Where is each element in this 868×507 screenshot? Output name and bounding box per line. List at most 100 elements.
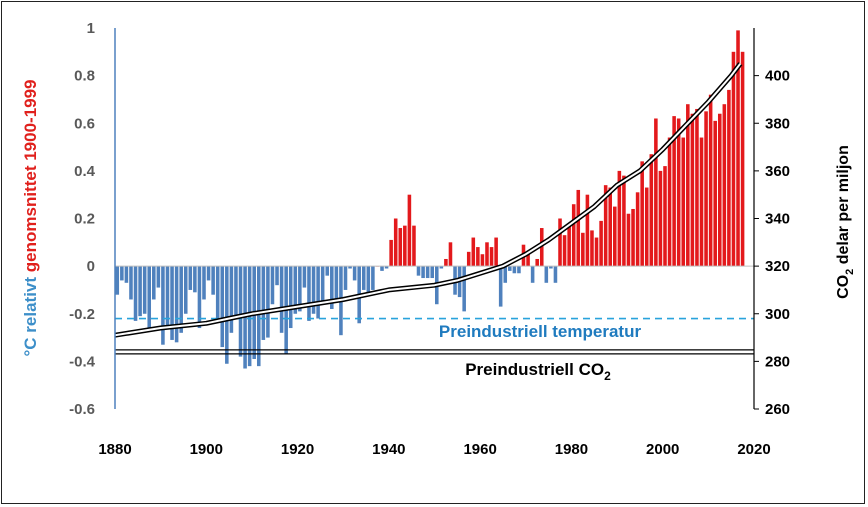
bar-1942 — [398, 228, 403, 267]
bar-1952 — [444, 258, 448, 267]
y-left-tick-0.6: 0.6 — [74, 115, 95, 132]
bar-1906 — [234, 266, 238, 319]
bar-1898 — [197, 266, 202, 329]
x-tick-1960: 1960 — [463, 441, 496, 458]
y-axis-right-label-subscript: 2 — [844, 269, 856, 275]
bar-1945 — [412, 225, 416, 267]
bar-1931 — [348, 266, 352, 269]
bar-1976 — [553, 266, 558, 283]
bar-1894 — [179, 266, 183, 333]
x-tick-1900: 1900 — [190, 441, 223, 458]
bar-2015 — [731, 51, 736, 267]
bar-1990 — [617, 170, 622, 267]
bar-1924 — [316, 266, 320, 319]
bar-2008 — [699, 137, 704, 267]
bar-1959 — [476, 247, 480, 267]
bar-2009 — [704, 111, 708, 267]
bar-1968 — [517, 266, 521, 274]
bar-2010 — [708, 94, 713, 267]
bar-1989 — [613, 206, 617, 267]
y-right-tick-260: 260 — [765, 401, 790, 418]
bar-1885 — [138, 266, 142, 317]
bar-1946 — [416, 266, 421, 276]
co2-line-group — [114, 62, 743, 338]
bar-1948 — [425, 266, 430, 279]
bar-1956 — [462, 266, 466, 312]
x-tick-1980: 1980 — [555, 441, 588, 458]
bar-1979 — [567, 225, 571, 267]
bar-1980 — [571, 204, 576, 267]
bar-1890 — [161, 266, 165, 345]
bar-1974 — [544, 266, 549, 283]
y-right-tick-280: 280 — [765, 353, 790, 370]
bar-1962 — [489, 247, 494, 267]
bar-1912 — [261, 266, 266, 340]
bar-1960 — [480, 254, 485, 267]
y-left-tick-1: 1 — [87, 20, 95, 37]
y-left-tick-0.2: 0.2 — [74, 211, 95, 228]
bar-1893 — [174, 266, 179, 343]
bar-1971 — [530, 266, 535, 283]
bar-1981 — [576, 189, 581, 267]
y-right-tick-400: 400 — [765, 68, 790, 85]
bar-1901 — [211, 266, 215, 295]
y-left-tick--0.4: -0.4 — [69, 353, 96, 370]
bar-1905 — [229, 266, 234, 333]
bar-1997 — [649, 154, 654, 267]
bar-1919 — [293, 266, 298, 314]
bar-1947 — [421, 266, 425, 279]
x-tick-2000: 2000 — [646, 441, 679, 458]
bar-1992 — [626, 213, 631, 267]
bar-1964 — [498, 266, 503, 307]
bar-1996 — [644, 187, 649, 267]
bar-1998 — [654, 118, 658, 267]
bar-1920 — [298, 266, 302, 312]
bar-1926 — [325, 266, 330, 276]
x-tick-1940: 1940 — [372, 441, 405, 458]
bar-2011 — [713, 120, 717, 267]
y-left-tick-0.8: 0.8 — [74, 68, 95, 85]
bar-1896 — [188, 266, 193, 290]
y-right-tick-380: 380 — [765, 115, 790, 132]
bar-1993 — [631, 208, 635, 267]
bar-2013 — [722, 104, 727, 267]
bar-1978 — [562, 235, 567, 267]
bar-2014 — [727, 89, 731, 267]
bar-1961 — [485, 242, 489, 267]
bar-1994 — [635, 192, 640, 267]
bar-2006 — [690, 113, 695, 267]
bar-2017 — [740, 51, 745, 267]
bar-1988 — [608, 187, 612, 267]
bar-1985 — [594, 237, 599, 267]
bar-1940 — [389, 239, 393, 267]
bar-1880 — [115, 266, 120, 295]
bar-2000 — [663, 166, 667, 267]
x-tick-1920: 1920 — [281, 441, 314, 458]
bar-1883 — [129, 266, 133, 300]
bar-1900 — [206, 266, 211, 281]
bar-2005 — [686, 104, 690, 267]
bar-1881 — [120, 266, 124, 281]
bar-1887 — [147, 266, 152, 329]
bar-1938 — [380, 266, 384, 271]
bar-1891 — [165, 266, 170, 326]
co2-line-inner — [114, 63, 742, 337]
bar-1914 — [270, 266, 275, 305]
bar-1953 — [448, 242, 453, 267]
y-axis-left-label: °C relativt genomsnittet 1900-1999 — [21, 79, 40, 356]
bar-1975 — [549, 266, 553, 269]
bar-1889 — [156, 266, 161, 288]
bar-1995 — [640, 161, 644, 267]
bar-2016 — [736, 30, 740, 267]
y-axis-left-label-part-2: genomsnittet 1900-1999 — [21, 79, 40, 272]
bar-1983 — [585, 194, 590, 267]
bar-2001 — [667, 137, 672, 267]
bar-1915 — [275, 266, 279, 286]
preindustrial-temperature-label: Preindustriell temperatur — [439, 322, 642, 341]
bar-1886 — [142, 266, 147, 314]
bar-1899 — [202, 266, 206, 300]
bar-2007 — [695, 108, 699, 267]
y-left-tick--0.6: -0.6 — [69, 401, 95, 418]
y-left-tick-0.4: 0.4 — [74, 163, 96, 180]
